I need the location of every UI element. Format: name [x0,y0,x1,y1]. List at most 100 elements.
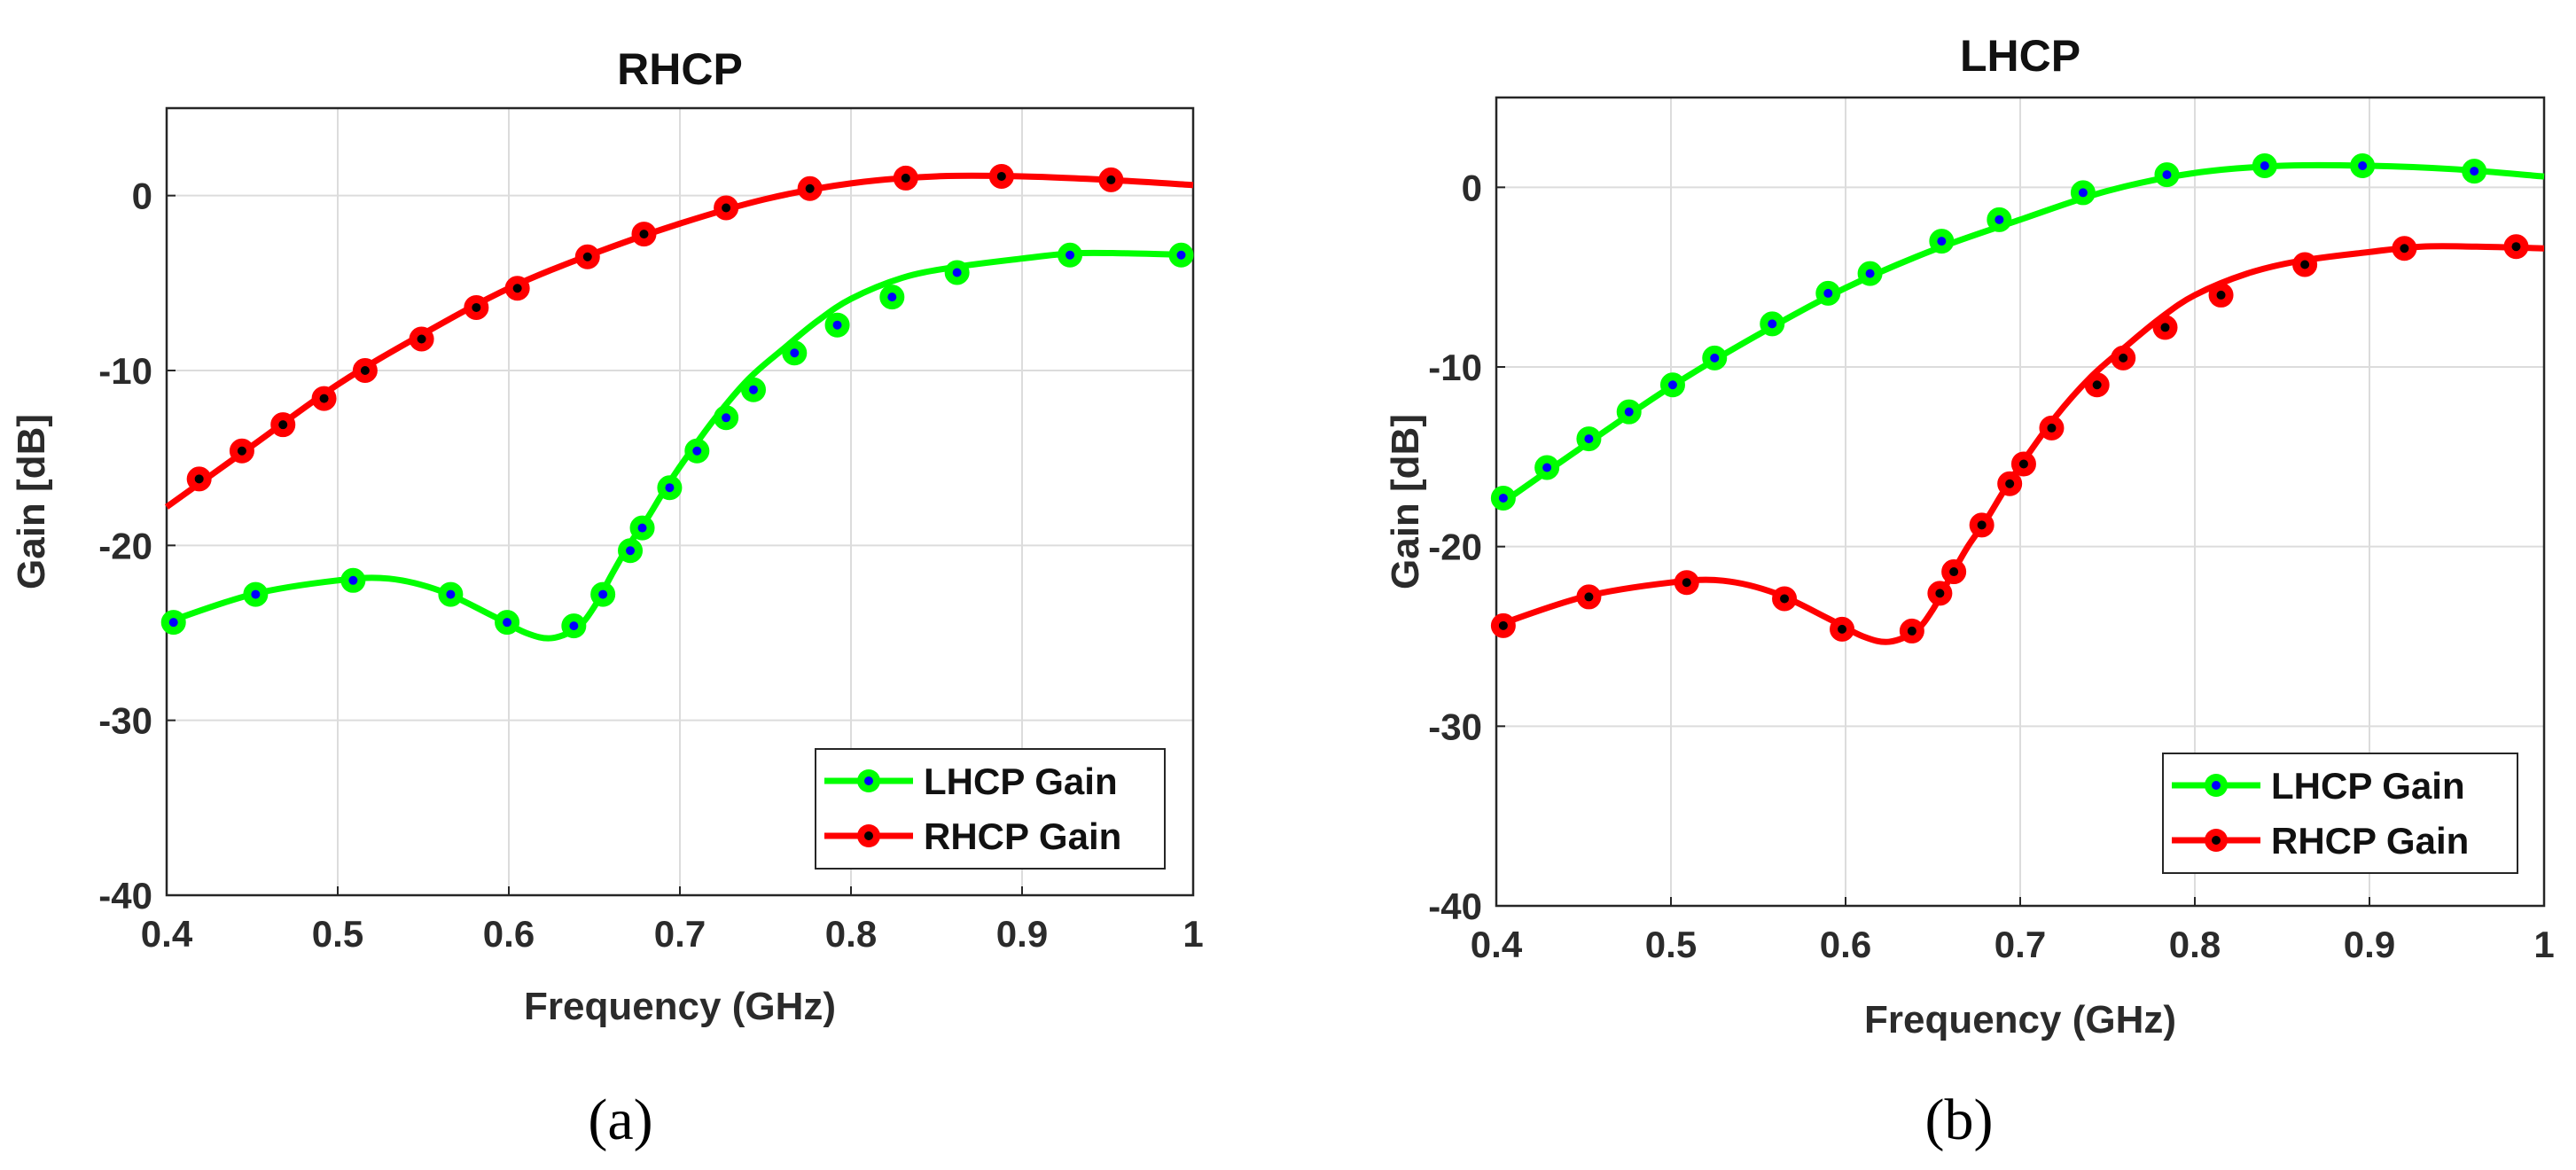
data-point-center [2216,290,2226,300]
data-point-center [1768,319,1777,329]
panel-caption: (b) [1925,1088,1994,1152]
data-point-center [237,446,246,456]
data-point-center [2511,242,2521,252]
y-tick-label: -40 [1428,885,1482,927]
data-point-center [1682,578,1691,588]
data-point-center [582,252,592,261]
x-tick-label: 0.8 [2169,924,2221,965]
data-point-center [2018,459,2028,469]
data-point-center [1865,269,1875,278]
data-point-center [952,268,962,277]
data-point-center [805,183,815,193]
data-point-center [1977,520,1987,530]
data-point-center [472,302,481,312]
data-point-center [1584,592,1594,602]
data-point-center [2162,170,2172,180]
data-point-center [1937,237,1947,246]
y-tick-label: -30 [98,700,152,742]
x-tick-label: 1 [2533,924,2554,965]
data-point-center [722,413,731,423]
data-point-center [2119,353,2128,363]
legend-marker-center [864,776,873,785]
data-point-center [2092,380,2102,390]
data-point-center [1949,567,1959,577]
data-point-center [692,446,702,456]
series-rhcp [1490,234,2545,645]
data-point-center [2470,167,2479,176]
data-point-center [2400,244,2409,254]
data-point-center [1667,380,1677,390]
data-point-center [348,575,358,585]
data-point-center [1498,620,1508,630]
data-point-center [2358,161,2368,171]
x-tick-label: 0.8 [825,913,877,955]
data-point-center [1066,250,1075,260]
y-axis-label: Gain [dB] [1384,414,1427,589]
data-point-center [2160,323,2170,332]
data-point-center [639,230,649,239]
chart-panel-1: 0.4 0.5 0.6 0.7 0.8 0.9 1 0 -10 -20 -30 -40 RHCP Freq… [10,44,1204,1152]
data-point-center [2047,423,2057,433]
data-point-center [446,589,456,599]
panel-caption: (a) [588,1088,652,1152]
data-point-center [512,284,522,293]
legend-marker-center [864,831,873,840]
x-tick-label: 0.9 [996,913,1048,955]
legend: LHCP Gain RHCP Gain [815,748,1166,870]
x-tick-label: 0.6 [483,913,535,955]
chart-title: RHCP [617,44,743,94]
data-point-center [2300,260,2310,269]
legend-label: RHCP Gain [924,815,1121,857]
data-point-center [1542,463,1552,472]
series-rhcp [164,163,1194,510]
legend-label: RHCP Gain [2271,820,2469,862]
series-lhcp [1490,153,2545,511]
data-point-center [1498,493,1508,503]
x-tick-label: 1 [1183,913,1203,955]
data-point-center [1994,214,2004,224]
data-point-center [1935,589,1945,598]
data-point-center [2260,161,2269,171]
x-axis-label: Frequency (GHz) [524,985,836,1028]
data-point-center [637,523,647,533]
series-lhcp [160,242,1194,642]
data-point-center [1710,353,1720,363]
data-point-center [1823,288,1833,298]
legend-box [815,748,1166,870]
data-point-center [503,618,512,628]
x-axis-label: Frequency (GHz) [1864,998,2176,1041]
data-point-center [832,320,842,330]
data-point-center [1106,175,1116,184]
data-point-center [598,589,608,599]
chart-title: LHCP [1960,31,2080,81]
x-tick-label: 0.5 [1645,924,1697,965]
data-point-center [626,546,636,556]
chart-panel-2: 0.4 0.5 0.6 0.7 0.8 0.9 1 0 -10 -20 -30 -40 LHCP Freq… [1384,31,2555,1152]
data-point-center [360,366,370,375]
legend-marker-center [2212,836,2221,845]
data-point-center [1780,594,1790,604]
data-point-center [901,173,910,183]
data-point-center [2078,188,2088,198]
series-line [164,172,1194,510]
y-axis-label: Gain [dB] [10,414,53,589]
y-tick-label: -10 [98,350,152,392]
data-point-center [168,618,178,628]
data-point-center [748,385,758,394]
x-tick-label: 0.5 [312,913,363,955]
y-tick-label: -10 [1428,347,1482,388]
x-tick-label: 0.4 [141,913,193,955]
legend-box [2162,753,2518,874]
data-point-center [319,394,329,403]
legend-label: LHCP Gain [2271,765,2465,807]
y-tick-label: 0 [1462,167,1482,208]
data-point-center [1624,407,1634,417]
data-point-center [1584,434,1594,444]
data-point-center [722,203,731,213]
x-tick-label: 0.9 [2344,924,2395,965]
x-tick-label: 0.7 [1994,924,2046,965]
legend-label: LHCP Gain [924,760,1118,802]
data-point-center [1838,624,1847,634]
data-point-center [569,621,579,631]
